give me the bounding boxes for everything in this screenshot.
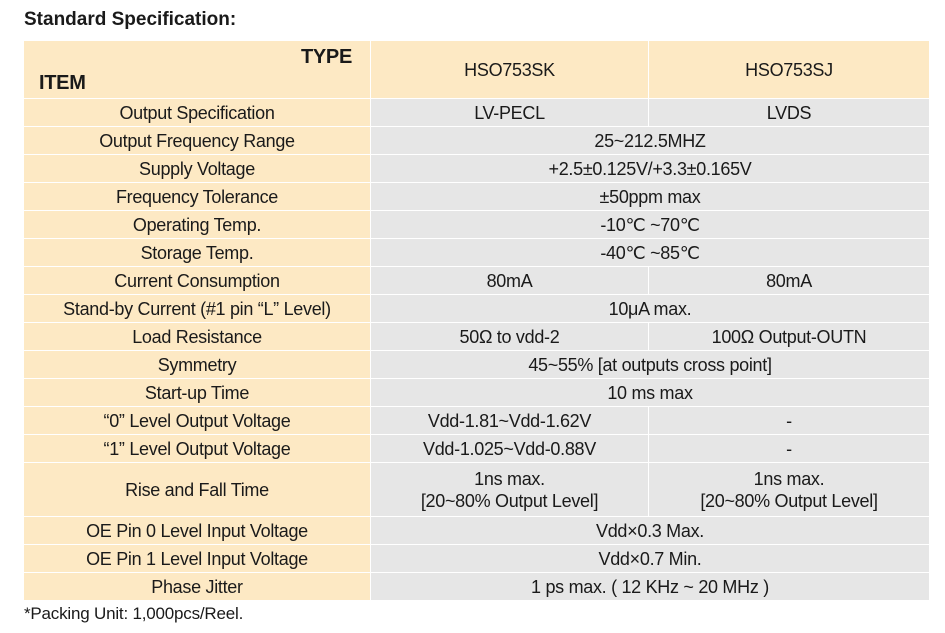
spec-value-shared: 1 ps max. ( 12 KHz ~ 20 MHz )	[370, 572, 930, 601]
spec-item-label: Rise and Fall Time	[23, 462, 371, 517]
spec-value-shared: Vdd×0.3 Max.	[370, 516, 930, 545]
item-label: ITEM	[39, 72, 86, 94]
spec-item-label: Stand-by Current (#1 pin “L” Level)	[23, 294, 371, 323]
table-row: Symmetry 45~55% [at outputs cross point]	[23, 350, 930, 379]
specification-table: TYPE ITEM HSO753SK HSO753SJ Output Speci…	[23, 40, 930, 601]
table-row: Output Specification LV-PECL LVDS	[23, 98, 930, 127]
table-row: “1” Level Output Voltage Vdd-1.025~Vdd-0.…	[23, 434, 930, 463]
table-body: Output Specification LV-PECL LVDS Output Fr…	[23, 98, 930, 601]
packing-note: *Packing Unit: 1,000pcs/Reel.	[24, 604, 244, 623]
table-row: OE Pin 0 Level Input Voltage Vdd×0.3 Max.	[23, 516, 930, 545]
table-row: OE Pin 1 Level Input Voltage Vdd×0.7 Min.	[23, 544, 930, 573]
spec-value-hso753sj: LVDS	[648, 98, 930, 127]
table-row: Current Consumption 80mA 80mA	[23, 266, 930, 295]
table-row: Start-up Time 10 ms max	[23, 378, 930, 407]
spec-value-hso753sk: 50Ω to vdd-2	[370, 322, 649, 351]
spec-item-label: Supply Voltage	[23, 154, 371, 183]
table-row: Frequency Tolerance ±50ppm max	[23, 182, 930, 211]
model-header-hso753sk: HSO753SK	[370, 40, 649, 99]
spec-item-label: Frequency Tolerance	[23, 182, 371, 211]
page-title: Standard Specification:	[24, 9, 237, 30]
spec-value-line: 1ns max.	[474, 468, 545, 489]
spec-item-label: “0” Level Output Voltage	[23, 406, 371, 435]
spec-item-label: Current Consumption	[23, 266, 371, 295]
spec-value-hso753sk: 80mA	[370, 266, 649, 295]
table-header-row: TYPE ITEM HSO753SK HSO753SJ	[23, 40, 930, 99]
table-row: Output Frequency Range 25~212.5MHZ	[23, 126, 930, 155]
spec-item-label: Phase Jitter	[23, 572, 371, 601]
spec-value-shared: 10 ms max	[370, 378, 930, 407]
spec-item-label: Output Frequency Range	[23, 126, 371, 155]
type-item-corner-cell: TYPE ITEM	[23, 40, 371, 99]
table-row: Phase Jitter 1 ps max. ( 12 KHz ~ 20 MHz …	[23, 572, 930, 601]
spec-value-hso753sj: 80mA	[648, 266, 930, 295]
table-row: Stand-by Current (#1 pin “L” Level) 10μA …	[23, 294, 930, 323]
table-row: Storage Temp. -40℃ ~85℃	[23, 238, 930, 267]
spec-value-hso753sj: 100Ω Output-OUTN	[648, 322, 930, 351]
table-row: Supply Voltage +2.5±0.125V/+3.3±0.165V	[23, 154, 930, 183]
spec-value-shared: ±50ppm max	[370, 182, 930, 211]
spec-item-label: OE Pin 0 Level Input Voltage	[23, 516, 371, 545]
type-label: TYPE	[300, 46, 352, 68]
spec-item-label: Load Resistance	[23, 322, 371, 351]
spec-value-shared: Vdd×0.7 Min.	[370, 544, 930, 573]
table-row: “0” Level Output Voltage Vdd-1.81~Vdd-1.6…	[23, 406, 930, 435]
spec-value-hso753sk: 1ns max. [20~80% Output Level]	[370, 462, 649, 517]
spec-value-shared: -40℃ ~85℃	[370, 238, 930, 267]
spec-item-label: Start-up Time	[23, 378, 371, 407]
spec-item-label: Operating Temp.	[23, 210, 371, 239]
spec-item-label: OE Pin 1 Level Input Voltage	[23, 544, 371, 573]
table-row: Operating Temp. -10℃ ~70℃	[23, 210, 930, 239]
spec-value-hso753sk: Vdd-1.81~Vdd-1.62V	[370, 406, 649, 435]
spec-item-label: “1” Level Output Voltage	[23, 434, 371, 463]
table-row: Load Resistance 50Ω to vdd-2 100Ω Output-O…	[23, 322, 930, 351]
spec-value-shared: +2.5±0.125V/+3.3±0.165V	[370, 154, 930, 183]
spec-value-hso753sj: -	[648, 434, 930, 463]
model-header-hso753sj: HSO753SJ	[648, 40, 930, 99]
spec-value-shared: 10μA max.	[370, 294, 930, 323]
table-row: Rise and Fall Time 1ns max. [20~80% Output…	[23, 462, 930, 517]
spec-value-hso753sk: LV-PECL	[370, 98, 649, 127]
spec-item-label: Symmetry	[23, 350, 371, 379]
spec-value-shared: 25~212.5MHZ	[370, 126, 930, 155]
spec-value-shared: 45~55% [at outputs cross point]	[370, 350, 930, 379]
spec-value-hso753sk: Vdd-1.025~Vdd-0.88V	[370, 434, 649, 463]
spec-item-label: Storage Temp.	[23, 238, 371, 267]
spec-value-hso753sj: -	[648, 406, 930, 435]
spec-value-line: [20~80% Output Level]	[700, 490, 878, 511]
spec-item-label: Output Specification	[23, 98, 371, 127]
spec-value-line: [20~80% Output Level]	[420, 490, 599, 511]
spec-value-hso753sj: 1ns max. [20~80% Output Level]	[648, 462, 930, 517]
spec-value-line: 1ns max.	[753, 468, 825, 489]
spec-value-shared: -10℃ ~70℃	[370, 210, 930, 239]
